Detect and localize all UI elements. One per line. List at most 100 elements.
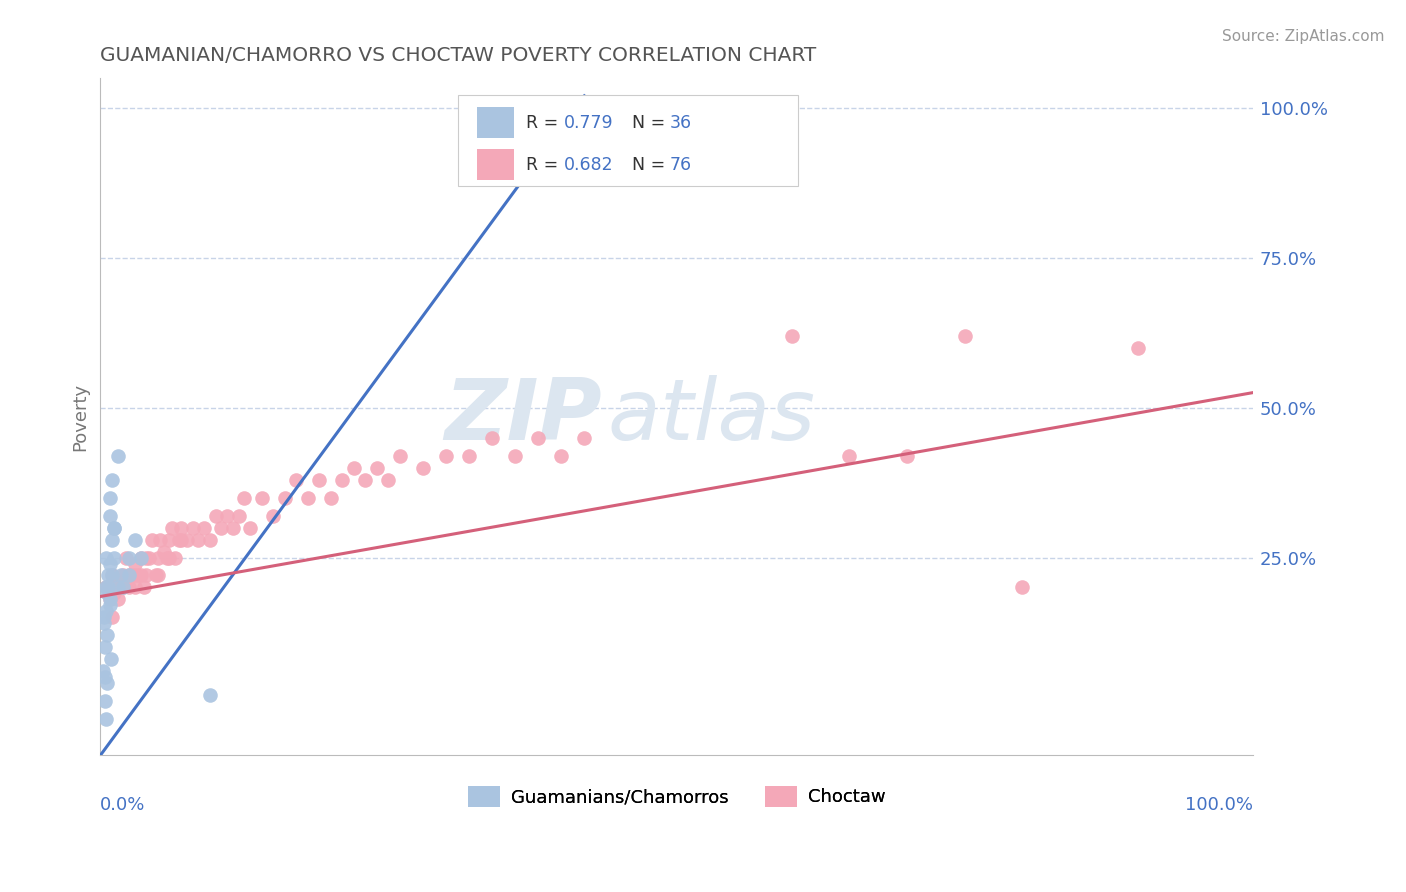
Point: [93, 616, 115, 631]
Point: [94, 640, 117, 655]
Point: [94, 712, 117, 726]
Point: [100, 652, 122, 666]
Point: [114, 550, 136, 565]
Point: [308, 473, 330, 487]
Y-axis label: Poverty: Poverty: [72, 383, 89, 450]
Point: [124, 557, 146, 571]
Point: [103, 550, 125, 565]
Text: atlas: atlas: [607, 376, 815, 458]
Point: [103, 520, 125, 534]
Point: [274, 491, 297, 505]
Point: [112, 581, 135, 595]
Point: [121, 568, 143, 582]
Point: [146, 568, 169, 582]
Point: [1126, 341, 1149, 355]
Point: [377, 473, 399, 487]
Text: 0.682: 0.682: [564, 156, 613, 174]
Point: [110, 581, 132, 595]
Point: [118, 568, 141, 582]
Point: [233, 491, 256, 505]
Point: [412, 460, 434, 475]
Point: [97, 581, 120, 595]
Text: 0.0%: 0.0%: [100, 796, 146, 814]
Point: [239, 520, 262, 534]
Point: [138, 550, 160, 565]
Text: 100.0%: 100.0%: [1185, 796, 1253, 814]
Point: [118, 550, 141, 565]
Point: [94, 604, 117, 618]
Point: [838, 449, 860, 463]
Point: [193, 520, 215, 534]
Point: [550, 449, 572, 463]
Text: N =: N =: [631, 156, 671, 174]
Point: [170, 533, 193, 547]
Point: [1011, 581, 1033, 595]
Point: [124, 533, 146, 547]
Point: [96, 676, 118, 690]
Point: [780, 328, 803, 343]
Point: [165, 550, 187, 565]
Point: [159, 550, 181, 565]
Point: [93, 610, 115, 624]
Point: [107, 449, 129, 463]
Point: [94, 581, 117, 595]
Text: R =: R =: [526, 156, 564, 174]
Text: 36: 36: [669, 113, 692, 132]
Point: [94, 550, 117, 565]
Point: [434, 449, 457, 463]
Point: [127, 568, 149, 582]
Point: [222, 520, 245, 534]
Legend: Guamanians/Chamorros, Choctaw: Guamanians/Chamorros, Choctaw: [460, 779, 893, 814]
Point: [98, 599, 121, 613]
Point: [101, 473, 124, 487]
Point: [319, 491, 342, 505]
Point: [204, 508, 226, 523]
Point: [118, 568, 141, 582]
Point: [103, 520, 125, 534]
Point: [343, 460, 366, 475]
Text: R =: R =: [526, 113, 564, 132]
Point: [107, 592, 129, 607]
Point: [262, 508, 284, 523]
Point: [107, 581, 129, 595]
Point: [896, 449, 918, 463]
Point: [159, 533, 181, 547]
Point: [458, 449, 481, 463]
Point: [953, 328, 976, 343]
Point: [285, 473, 308, 487]
Point: [388, 449, 411, 463]
Point: [134, 581, 156, 595]
Point: [101, 568, 124, 582]
Text: 76: 76: [669, 156, 692, 174]
Point: [574, 431, 596, 445]
Point: [250, 491, 273, 505]
Point: [103, 586, 125, 600]
Point: [110, 568, 132, 582]
Point: [160, 520, 183, 534]
FancyBboxPatch shape: [457, 95, 797, 186]
Point: [129, 550, 152, 565]
Text: Source: ZipAtlas.com: Source: ZipAtlas.com: [1222, 29, 1385, 44]
Point: [118, 581, 141, 595]
Point: [481, 431, 503, 445]
Point: [101, 533, 124, 547]
Text: ZIP: ZIP: [444, 376, 602, 458]
Point: [187, 533, 209, 547]
Point: [94, 694, 117, 708]
Text: 0.779: 0.779: [564, 113, 613, 132]
Point: [91, 665, 114, 679]
Point: [170, 520, 193, 534]
Point: [96, 586, 118, 600]
Point: [366, 460, 388, 475]
Point: [217, 508, 239, 523]
Point: [181, 520, 204, 534]
Point: [228, 508, 250, 523]
Point: [97, 568, 120, 582]
Point: [156, 550, 179, 565]
Point: [112, 568, 135, 582]
Point: [198, 533, 221, 547]
Point: [98, 592, 121, 607]
Point: [149, 533, 172, 547]
Point: [98, 491, 121, 505]
FancyBboxPatch shape: [477, 107, 515, 137]
